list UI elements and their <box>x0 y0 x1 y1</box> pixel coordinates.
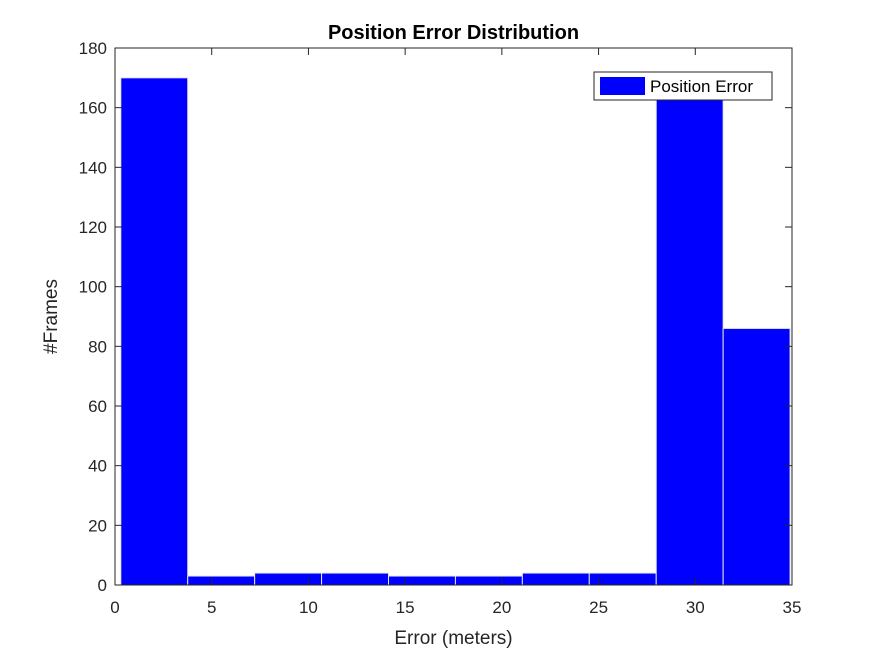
y-tick-label-9: 180 <box>79 39 107 58</box>
x-tick-label-5: 25 <box>589 598 608 617</box>
y-tick-label-6: 120 <box>79 218 107 237</box>
bar-0 <box>120 77 189 586</box>
x-tick-label-0: 0 <box>110 598 119 617</box>
x-tick-label-2: 10 <box>299 598 318 617</box>
y-tick-label-5: 100 <box>79 278 107 297</box>
bars-group <box>120 77 791 586</box>
x-axis-ticks: 0 5 10 15 20 25 30 35 <box>110 48 801 617</box>
axes-box <box>114 47 793 586</box>
legend-swatch <box>600 77 645 95</box>
y-tick-label-7: 140 <box>79 158 107 177</box>
legend-entry-position-error: Position Error <box>650 77 753 96</box>
y-tick-label-8: 160 <box>79 99 107 118</box>
y-axis-label: #Frames <box>41 279 62 354</box>
y-tick-label-1: 20 <box>88 516 107 535</box>
x-tick-label-7: 35 <box>783 598 802 617</box>
y-tick-label-0: 0 <box>98 576 107 595</box>
bar-7 <box>588 572 657 586</box>
bar-2 <box>254 572 323 586</box>
bar-6 <box>521 572 590 586</box>
bar-3 <box>321 572 390 586</box>
x-tick-label-3: 15 <box>396 598 415 617</box>
bar-8 <box>655 89 724 586</box>
y-tick-label-4: 80 <box>88 337 107 356</box>
chart-title: Position Error Distribution <box>328 22 579 44</box>
x-tick-label-6: 30 <box>686 598 705 617</box>
x-axis-label: Error (meters) <box>394 628 512 649</box>
y-axis-ticks: 0 20 40 60 80 100 120 140 160 180 <box>79 39 792 595</box>
x-tick-label-4: 20 <box>492 598 511 617</box>
y-tick-label-2: 40 <box>88 457 107 476</box>
bar-5 <box>454 575 523 586</box>
x-tick-label-1: 5 <box>207 598 216 617</box>
bar-9 <box>722 327 791 586</box>
y-tick-label-3: 60 <box>88 397 107 416</box>
legend: Position Error <box>593 71 773 101</box>
bar-1 <box>187 575 256 586</box>
bar-4 <box>388 575 456 586</box>
